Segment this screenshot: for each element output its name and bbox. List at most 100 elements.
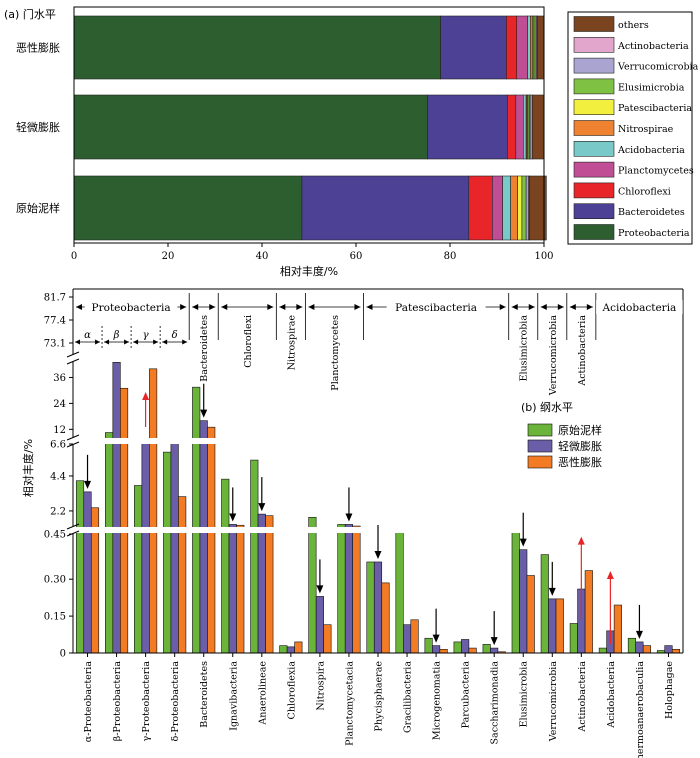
trend-arrowhead-down	[229, 513, 237, 522]
bar-chloroflexia-2	[294, 641, 303, 654]
bar-anaerolineae-2	[265, 515, 274, 654]
bar-phycisphaerae-0	[366, 561, 375, 654]
bar-elusimicrobia-1	[519, 549, 528, 654]
y-tick-label: 24	[53, 399, 66, 410]
bar-ignavibacteria-2	[236, 524, 245, 654]
y-tick-label: 4.4	[50, 471, 66, 482]
y-tick-label: 0.30	[44, 575, 66, 586]
bar-chloroflexi-1	[507, 94, 517, 160]
x-tick-label: 20	[162, 251, 175, 262]
phylum-label-planctomycetes: Planctomycetes	[330, 315, 341, 391]
legend-swatch-verrucomicrobia	[573, 57, 615, 74]
phylum-label-actinobacteria: Actinobacteria	[577, 315, 588, 387]
subclass-arrow-left	[104, 339, 110, 345]
bar-actinobacteria-2	[584, 570, 593, 654]
trend-arrowhead-down	[374, 550, 382, 559]
trend-arrowhead-up	[577, 536, 585, 545]
subclass-arrow-right	[95, 339, 101, 345]
bar-anaerolineae-0	[250, 459, 259, 654]
phylum-label-patescibacteria: Patescibacteria	[395, 302, 477, 314]
axis-break-gap	[67, 355, 685, 361]
phylum-label-chloroflexi: Chloroflexi	[243, 315, 254, 368]
legend-swatch-proteobacteria	[573, 224, 615, 240]
subclass-label: δ	[172, 330, 178, 341]
bar-bacteroidetes-2	[301, 175, 470, 241]
y-axis-label: 相对丰度/%	[21, 439, 35, 497]
bar-acidobacteria-2	[613, 604, 622, 654]
x-tick-label-parcubacteria: Parcubacteria	[461, 661, 472, 729]
x-tick-label-actinobacteria: Actinobacteria	[577, 661, 588, 733]
bar-proteobacteria-0	[134, 485, 143, 654]
bar-chloroflexia-1	[286, 646, 295, 654]
subclass-label-bg	[111, 329, 122, 339]
x-tick-label-nitrospira: Nitrospira	[315, 661, 326, 711]
x-tick-label: 0	[71, 251, 77, 262]
subclass-arrow-left	[75, 339, 80, 345]
x-tick-label-gracilibacteria: Gracilibacteria	[403, 661, 414, 733]
legend-label-actinobacteria: Actinobacteria	[617, 41, 689, 52]
trend-arrowhead-down	[316, 585, 324, 594]
legend-swatch-0	[527, 423, 553, 437]
phylum-label-proteobacteria: Proteobacteria	[92, 302, 171, 314]
bar-nitrospirae-2	[510, 175, 518, 241]
axis-break-gap	[67, 527, 685, 533]
bar-elusimicrobia-2	[521, 175, 527, 241]
x-tick-label: 40	[256, 251, 269, 262]
trend-arrowhead-down	[635, 630, 643, 639]
trend-arrowhead-down	[345, 513, 353, 522]
legend-label-patescibacteria: Patescibacteria	[618, 103, 692, 114]
chart-title: (a) 门水平	[4, 7, 56, 21]
y-tick-label: 81.7	[44, 293, 66, 304]
trend-arrowhead-down	[84, 480, 92, 489]
bar-others-2	[529, 175, 547, 241]
phylum-span-arrow-right	[296, 304, 303, 310]
phylum-span-arrow-right	[180, 304, 187, 310]
x-axis-label: 相对丰度/%	[280, 264, 338, 278]
bar-bacteroidetes-0	[192, 386, 201, 654]
category-label: 轻微膨胀	[16, 120, 60, 134]
bar-ignavibacteria-1	[228, 524, 237, 654]
bar-proteobacteria-2	[178, 496, 187, 654]
y-tick-label: 12	[53, 425, 66, 436]
legend-label-proteobacteria: Proteobacteria	[618, 228, 690, 239]
y-tick-label: 0.45	[44, 530, 66, 541]
subclass-arrow-left	[133, 339, 139, 345]
bar-saccharimonadia-0	[482, 644, 491, 654]
legend-label-nitrospirae: Nitrospirae	[618, 124, 674, 135]
bar-proteobacteria-1	[112, 362, 121, 654]
bar-verrucomicrobia-0	[540, 554, 549, 654]
trend-arrowhead-up	[142, 392, 150, 400]
bar-bacteroidetes-0	[440, 15, 507, 80]
bar-verrucomicrobia-1	[548, 598, 557, 654]
x-tick-label-proteobacteria: α-Proteobacteria	[83, 661, 94, 743]
x-tick-label-proteobacteria: β-Proteobacteria	[112, 661, 123, 742]
x-tick-label-proteobacteria: γ-Proteobacteria	[141, 661, 152, 742]
bar-planctomycetacia-1	[344, 524, 354, 654]
bar-proteobacteria-1	[170, 442, 179, 654]
subclass-label-bg	[82, 329, 93, 339]
bar-verrucomicrobia-2	[525, 175, 529, 241]
bar-bacteroidetes-1	[427, 94, 508, 160]
bar-actinobacteria-0	[569, 623, 578, 654]
phylum-span-arrow-right	[354, 304, 361, 310]
bar-planctomycetacia-0	[337, 524, 346, 654]
bar-gracilibacteria-2	[410, 619, 419, 654]
bar-proteobacteria-0	[73, 15, 441, 80]
subclass-arrow-right	[124, 339, 130, 345]
bar-nitrospira-0	[308, 516, 317, 654]
x-tick-label: 60	[350, 251, 363, 262]
bar-acidobacteria-2	[502, 175, 511, 241]
bar-holophagae-1	[664, 645, 673, 654]
x-tick-label-saccharimonadia: Saccharimonadia	[490, 661, 501, 745]
class-chart: 81.7 77.4 73.1 36 24 12 6.6 4.4 2.2 0.45 0.30 0.15 0…	[21, 288, 685, 758]
trend-arrowhead-down	[200, 409, 208, 418]
subclass-label: α	[84, 330, 91, 341]
x-tick-label-chloroflexia: Chloroflexia	[286, 661, 297, 720]
y-tick-label: 0	[60, 649, 66, 660]
subclass-arrow-right	[182, 339, 188, 345]
subclass-label: γ	[143, 330, 149, 341]
bar-gracilibacteria-1	[402, 624, 412, 654]
bar-proteobacteria-0	[105, 432, 114, 654]
phylum-label-bg	[386, 300, 486, 314]
x-tick-label-holophagae: Holophagae	[664, 661, 675, 719]
